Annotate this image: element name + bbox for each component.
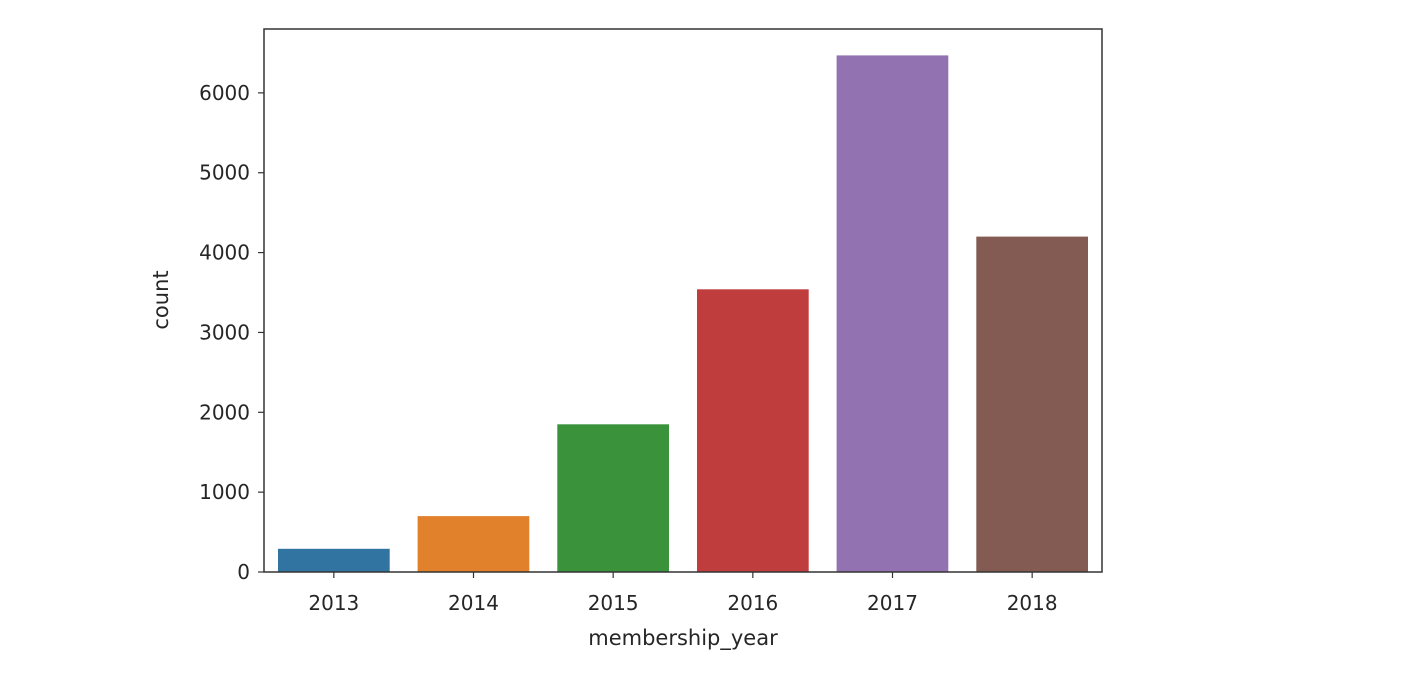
y-tick-label: 4000 — [199, 241, 250, 265]
x-axis: 2013 2014 2015 2016 2017 2018 — [308, 572, 1058, 615]
bar-2016 — [697, 289, 809, 572]
x-tick-label: 2016 — [727, 591, 778, 615]
x-tick-label: 2014 — [448, 591, 499, 615]
y-axis: 0 1000 2000 3000 4000 5000 6000 — [199, 81, 264, 584]
y-tick-label: 2000 — [199, 400, 250, 424]
bar-2015 — [557, 424, 669, 572]
x-tick-label: 2015 — [588, 591, 639, 615]
bars-group — [278, 55, 1088, 572]
y-tick-label: 1000 — [199, 480, 250, 504]
y-tick-label: 6000 — [199, 81, 250, 105]
x-axis-label: membership_year — [588, 626, 778, 651]
y-tick-label: 5000 — [199, 161, 250, 185]
bar-2014 — [417, 516, 530, 572]
bar-2017 — [836, 55, 949, 572]
x-tick-label: 2013 — [308, 591, 359, 615]
bar-2013 — [278, 548, 390, 572]
bar-2018 — [976, 236, 1088, 572]
x-tick-label: 2017 — [867, 591, 918, 615]
x-tick-label: 2018 — [1007, 591, 1058, 615]
y-tick-label: 0 — [237, 560, 250, 584]
plot-frame — [263, 28, 1103, 573]
y-tick-label: 3000 — [199, 320, 250, 344]
y-axis-label: count — [149, 270, 173, 329]
